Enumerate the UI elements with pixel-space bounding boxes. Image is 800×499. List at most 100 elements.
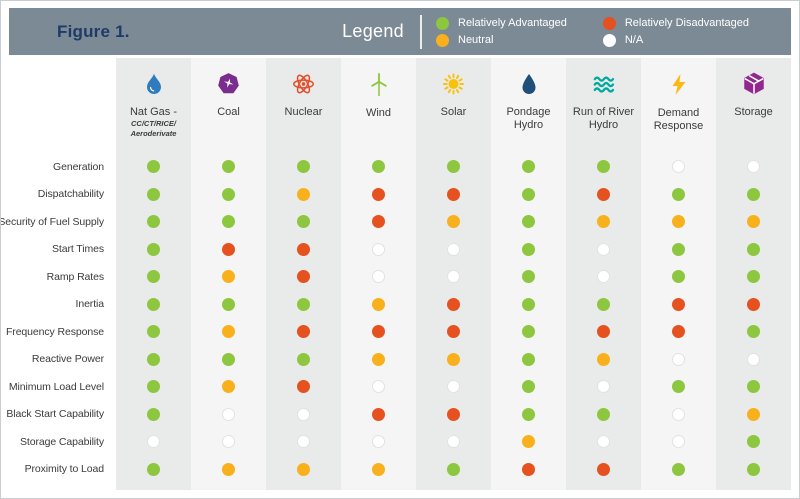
status-dot-adv (522, 187, 535, 201)
status-dot-adv (222, 160, 235, 174)
status-dot-adv (747, 380, 760, 394)
status-dot-neu (747, 407, 760, 421)
status-dot-adv (297, 215, 310, 229)
gas-flame-icon (146, 73, 161, 94)
legend-dot-na (602, 33, 616, 47)
matrix-cell (491, 236, 566, 264)
matrix-cell (266, 208, 341, 236)
status-dot-na (672, 160, 685, 174)
matrix-cell (566, 181, 641, 209)
matrix-cell (191, 236, 266, 264)
matrix-cell (116, 181, 191, 209)
waves-icon (593, 76, 614, 93)
matrix-cell (491, 208, 566, 236)
row-label: Storage Capability (20, 435, 104, 448)
status-dot-neu (372, 352, 385, 366)
matrix-cell (341, 373, 416, 401)
status-dot-na (672, 407, 685, 421)
status-dot-na (372, 242, 385, 256)
matrix-cell (416, 208, 491, 236)
status-dot-adv (447, 462, 460, 476)
status-dot-dis (747, 297, 760, 311)
matrix-cell (641, 373, 716, 401)
matrix-cell (341, 153, 416, 181)
status-dot-neu (672, 215, 685, 229)
status-dot-adv (147, 242, 160, 256)
status-dot-adv (747, 462, 760, 476)
status-dot-dis (672, 297, 685, 311)
status-dot-neu (597, 215, 610, 229)
status-dot-adv (147, 380, 160, 394)
atom-icon (292, 74, 315, 94)
status-dot-adv (522, 160, 535, 174)
matrix-cell (191, 181, 266, 209)
matrix-cell (116, 373, 191, 401)
matrix-cell (641, 236, 716, 264)
legend-divider (420, 14, 422, 49)
column-header: Nuclear (266, 58, 341, 153)
status-dot-neu (372, 297, 385, 311)
matrix-cell (416, 401, 491, 429)
matrix-cell (416, 181, 491, 209)
matrix-cell (641, 456, 716, 484)
column-header: Solar (416, 58, 491, 153)
matrix-column: Solar (416, 58, 491, 490)
matrix-cell (116, 236, 191, 264)
legend-item-label: N/A (624, 34, 644, 46)
status-dot-adv (522, 270, 535, 284)
row-label: Security of Fuel Supply (0, 215, 104, 228)
matrix-column: Demand Response (641, 58, 716, 490)
status-dot-dis (672, 325, 685, 339)
matrix-cell (716, 456, 791, 484)
matrix-cell (641, 291, 716, 319)
legend-item-label: Neutral (458, 34, 494, 46)
status-dot-adv (147, 352, 160, 366)
comparison-matrix: Generation Dispatchability Security of Fue… (0, 58, 791, 490)
matrix-cell (191, 401, 266, 429)
status-dot-na (222, 435, 235, 449)
status-dot-adv (672, 187, 685, 201)
legend-item-adv: Relatively Advantaged (436, 16, 567, 30)
status-dot-dis (447, 407, 460, 421)
matrix-cell (116, 318, 191, 346)
status-dot-na (597, 242, 610, 256)
status-dot-adv (147, 297, 160, 311)
legend-dot-adv (436, 16, 449, 30)
column-name: Run of River Hydro (572, 106, 635, 132)
status-dot-dis (297, 325, 310, 339)
status-dot-adv (297, 160, 310, 174)
status-dot-na (447, 380, 460, 394)
legend-item-neu: Neutral (436, 33, 567, 47)
column-header: Nat Gas - CC/CT/RICE/ Aeroderivate (116, 58, 191, 153)
matrix-column: Wind (341, 58, 416, 490)
status-dot-adv (222, 187, 235, 201)
column-name: Demand Response (653, 107, 704, 133)
status-dot-adv (522, 380, 535, 394)
matrix-cell (641, 153, 716, 181)
status-dot-na (297, 435, 310, 449)
matrix-cell (266, 318, 341, 346)
matrix-cell (566, 236, 641, 264)
status-dot-na (147, 435, 160, 449)
matrix-cell (566, 263, 641, 291)
matrix-cell (491, 456, 566, 484)
status-dot-na (672, 352, 685, 366)
row-label: Minimum Load Level (8, 380, 104, 393)
matrix-cell (491, 181, 566, 209)
matrix-cell (641, 263, 716, 291)
column-header: Storage (716, 58, 791, 153)
status-dot-na (747, 160, 760, 174)
status-dot-adv (297, 297, 310, 311)
status-dot-neu (222, 325, 235, 339)
status-dot-adv (747, 187, 760, 201)
status-dot-na (447, 435, 460, 449)
column-header: Wind (341, 58, 416, 153)
status-dot-na (672, 435, 685, 449)
status-dot-dis (597, 462, 610, 476)
matrix-cell (566, 346, 641, 374)
legend-item-label: Relatively Advantaged (458, 17, 567, 29)
matrix-cell (716, 401, 791, 429)
column-name: Solar (440, 106, 467, 118)
status-dot-adv (522, 242, 535, 256)
status-dot-adv (672, 242, 685, 256)
